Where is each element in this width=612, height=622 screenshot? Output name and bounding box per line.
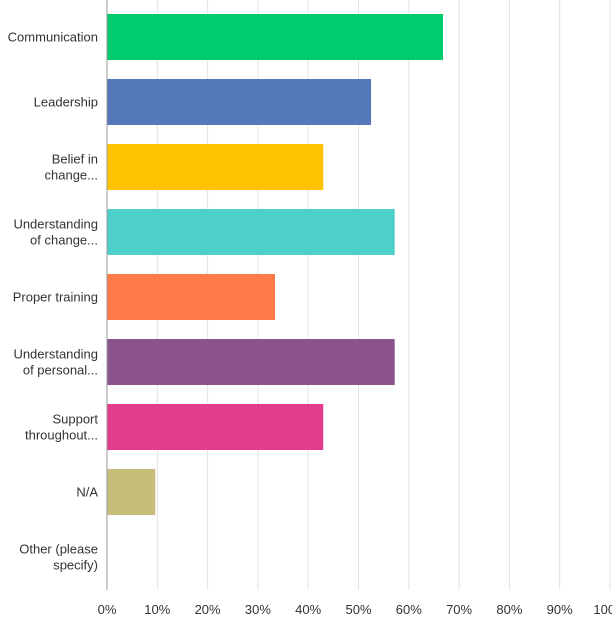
category-label-line: change... xyxy=(45,168,99,183)
category-label: Understanding of change... xyxy=(13,217,98,248)
category-label-line: Support xyxy=(52,412,98,427)
category-labels: Communication Leadership Belief in change..… xyxy=(8,30,99,573)
bar xyxy=(107,404,324,450)
category-label: Proper training xyxy=(13,290,98,305)
bar xyxy=(107,144,324,190)
x-tick-label: 80% xyxy=(496,602,522,617)
x-tick-label: 10% xyxy=(144,602,170,617)
x-tick-label: 60% xyxy=(396,602,422,617)
category-label: Understanding of personal... xyxy=(13,347,98,378)
bar xyxy=(107,79,372,125)
x-tick-label: 20% xyxy=(195,602,221,617)
category-label: Support throughout... xyxy=(25,412,98,443)
category-label-line: Leadership xyxy=(34,95,98,110)
category-label-line: of change... xyxy=(30,233,98,248)
category-label-line: Proper training xyxy=(13,290,98,305)
x-tick-label: 90% xyxy=(547,602,573,617)
bars xyxy=(107,14,444,515)
x-axis-ticks: 0% 10% 20% 30% 40% 50% 60% 70% 80% 90% 100% xyxy=(98,602,612,617)
category-label-line: Belief in xyxy=(52,152,98,167)
x-tick-label: 40% xyxy=(295,602,321,617)
bar xyxy=(107,14,444,60)
category-label: Other (please specify) xyxy=(19,542,98,573)
category-label-line: specify) xyxy=(53,558,98,573)
category-label-line: Understanding xyxy=(13,347,98,362)
x-tick-label: 50% xyxy=(345,602,371,617)
category-label-line: of personal... xyxy=(23,363,98,378)
bar xyxy=(107,339,395,385)
category-label-line: Communication xyxy=(8,30,98,45)
category-label: Belief in change... xyxy=(45,152,99,183)
x-tick-label: 70% xyxy=(446,602,472,617)
category-label-line: throughout... xyxy=(25,428,98,443)
bar xyxy=(107,469,156,515)
bar xyxy=(107,274,275,320)
category-label: Communication xyxy=(8,30,98,45)
category-label: Leadership xyxy=(34,95,98,110)
x-tick-label: 100% xyxy=(593,602,612,617)
category-label-line: Other (please xyxy=(19,542,98,557)
category-label-line: N/A xyxy=(76,485,98,500)
category-label-line: Understanding xyxy=(13,217,98,232)
category-label: N/A xyxy=(76,485,98,500)
x-tick-label: 30% xyxy=(245,602,271,617)
x-tick-label: 0% xyxy=(98,602,117,617)
bar xyxy=(107,209,395,255)
